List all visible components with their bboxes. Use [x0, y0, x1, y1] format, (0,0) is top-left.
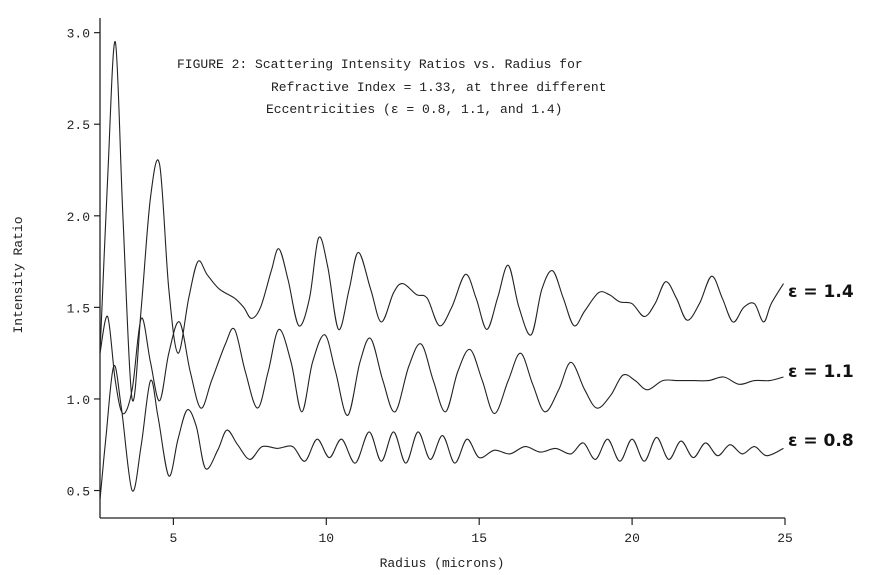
series-label-eps-0-8: ε = 0.8 [788, 431, 854, 451]
series-line-eps-1-1 [99, 315, 784, 416]
series-group [99, 41, 784, 500]
x-tick-label: 15 [471, 531, 487, 546]
x-ticks: 5 10 15 20 25 [169, 518, 793, 546]
chart-title-line-2: Refractive Index = 1.33, at three differ… [271, 80, 606, 95]
x-tick-label: 5 [169, 531, 177, 546]
series-line-eps-1-4 [99, 41, 784, 402]
y-tick-label: 1.0 [67, 393, 90, 408]
series-label-eps-1-1: ε = 1.1 [788, 362, 854, 382]
x-axis-label: Radius (microns) [380, 556, 505, 571]
y-tick-label: 2.0 [67, 210, 90, 225]
y-tick-label: 0.5 [67, 485, 90, 500]
x-tick-label: 25 [777, 531, 793, 546]
y-tick-label: 3.0 [67, 27, 90, 42]
y-axis-label: Intensity Ratio [11, 216, 26, 333]
y-tick-label: 2.5 [67, 118, 90, 133]
y-ticks: 0.5 1.0 1.5 2.0 2.5 3.0 [67, 27, 100, 500]
chart-title-line-1: FIGURE 2: Scattering Intensity Ratios vs… [177, 57, 583, 72]
series-label-eps-1-4: ε = 1.4 [788, 282, 854, 302]
x-tick-label: 10 [318, 531, 334, 546]
y-tick-label: 1.5 [67, 301, 90, 316]
series-line-eps-0-8 [99, 365, 784, 500]
chart-title-line-3: Eccentricities (ε = 0.8, 1.1, and 1.4) [266, 102, 562, 117]
x-tick-label: 20 [624, 531, 640, 546]
